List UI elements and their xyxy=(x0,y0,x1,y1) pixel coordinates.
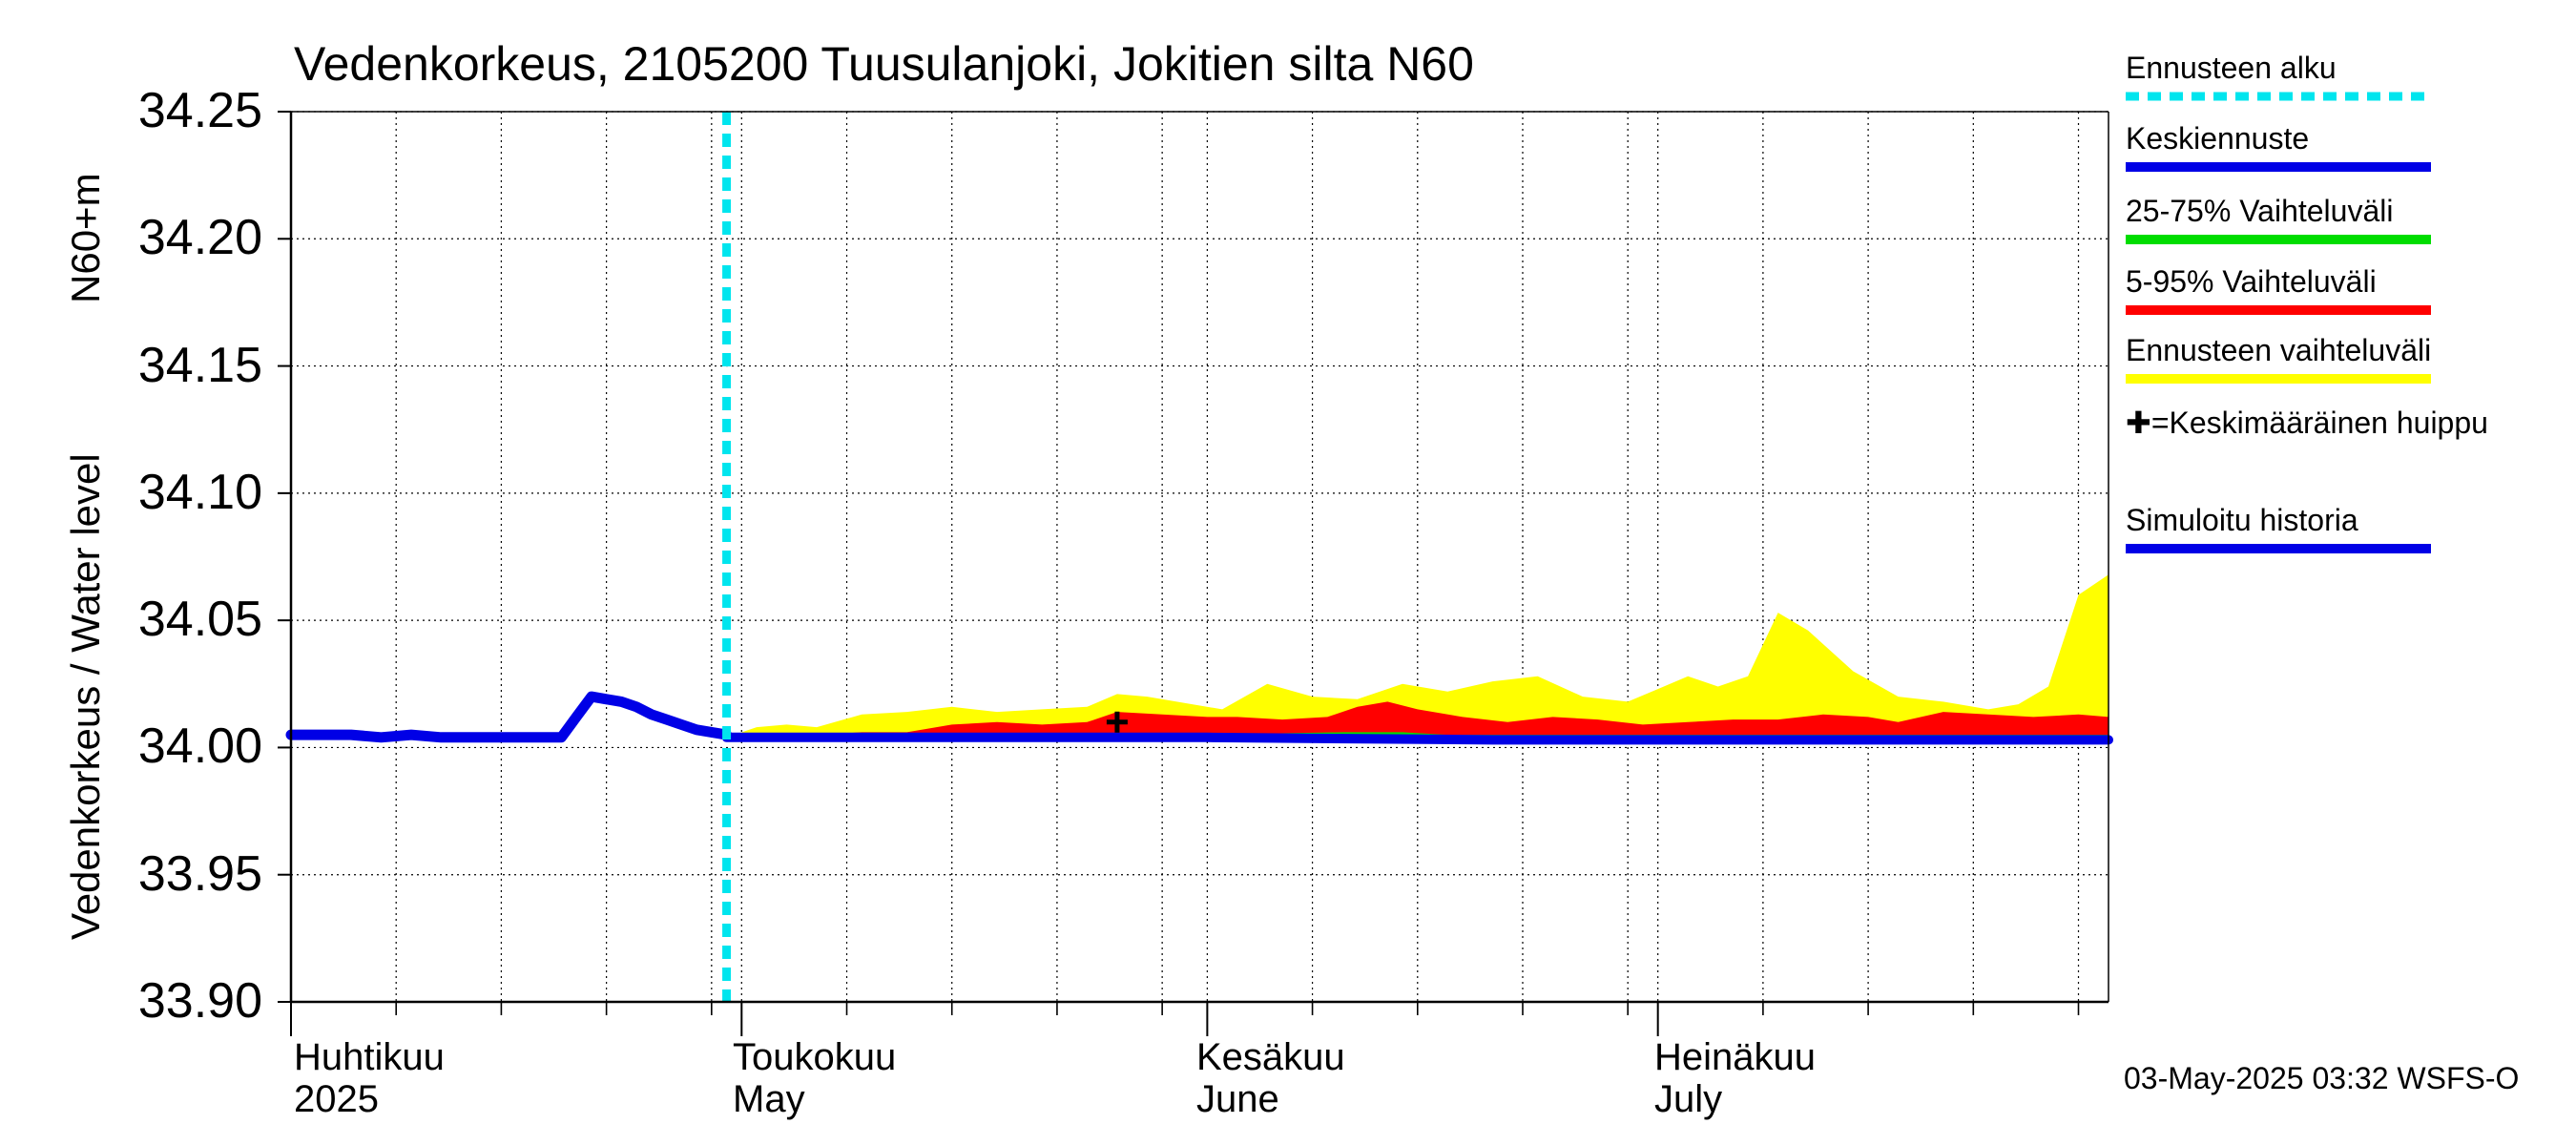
mean-forecast-line xyxy=(721,732,2113,745)
legend-item-mean-forecast: Keskiennuste xyxy=(2126,120,2545,172)
legend-swatch-5-95 xyxy=(2126,305,2431,315)
month-label-may: Toukokuu May xyxy=(733,1036,897,1120)
legend-item-forecast-range: Ennusteen vaihteluväli xyxy=(2126,332,2545,384)
y-tick-label: 34.05 xyxy=(137,592,262,648)
legend-swatch-forecast-range xyxy=(2126,374,2431,384)
month-label-june: Kesäkuu June xyxy=(1196,1036,1345,1120)
y-tick-label: 33.95 xyxy=(137,845,262,902)
simulated-history-line xyxy=(285,691,733,743)
y-tick-label: 34.00 xyxy=(137,718,262,775)
chart-title: Vedenkorkeus, 2105200 Tuusulanjoki, Joki… xyxy=(294,37,1474,91)
y-tick-label: 34.25 xyxy=(137,83,262,138)
month-label-april: Huhtikuu 2025 xyxy=(294,1036,445,1120)
y-tick-label: 34.10 xyxy=(137,464,262,520)
legend-item-average-peak: ✚=Keskimääräinen huippu xyxy=(2126,406,2488,440)
timestamp: 03-May-2025 03:32 WSFS-O xyxy=(2124,1061,2520,1095)
legend-item-5-95: 5-95% Vaihteluväli xyxy=(2126,263,2545,315)
legend-swatch-forecast-start xyxy=(2126,92,2431,101)
y-tick-label: 34.20 xyxy=(137,210,262,266)
legend-item-forecast-start: Ennusteen alku xyxy=(2126,50,2545,101)
legend-swatch-25-75 xyxy=(2126,235,2431,244)
legend-swatch-simulated-history xyxy=(2126,544,2431,553)
plot-area xyxy=(291,112,2109,1002)
y-tick-label: 33.90 xyxy=(137,973,262,1029)
legend-item-25-75: 25-75% Vaihteluväli xyxy=(2126,193,2545,244)
band-ennusteen-vaihteluv-li xyxy=(726,574,2109,740)
y-tick-label: 34.15 xyxy=(137,337,262,393)
month-label-july: Heinäkuu July xyxy=(1654,1036,1817,1120)
band-5-95-vaihteluv-li xyxy=(726,701,2109,743)
legend-swatch-mean-forecast xyxy=(2126,162,2431,172)
legend-item-simulated-history: Simuloitu historia xyxy=(2126,502,2545,553)
